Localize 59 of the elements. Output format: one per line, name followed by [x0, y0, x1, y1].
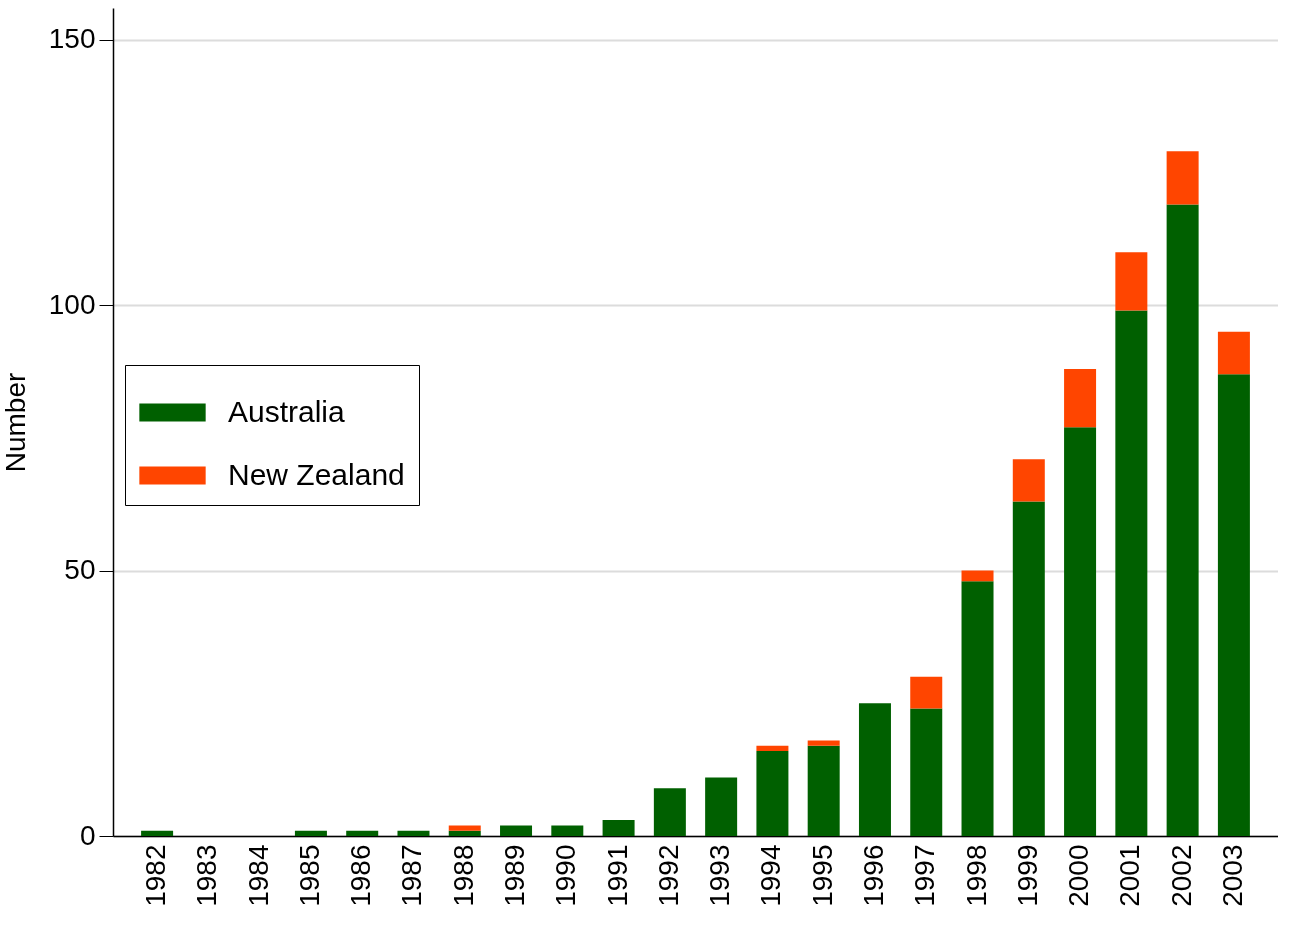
bar: [448, 825, 481, 831]
bar: [1115, 310, 1148, 836]
x-tick-label: 1983: [191, 844, 223, 907]
y-tick-label: 100: [48, 288, 96, 320]
legend-label: Australia: [228, 394, 346, 428]
y-tick-label: 150: [48, 23, 96, 55]
y-tick-label: 0: [79, 819, 96, 851]
bar: [910, 708, 943, 836]
bar: [705, 777, 738, 836]
x-tick-label: 1997: [909, 844, 941, 907]
bar: [602, 820, 635, 836]
x-tick-label: 1994: [755, 844, 787, 907]
bar: [294, 830, 327, 836]
bar: [1166, 151, 1199, 205]
bar: [961, 570, 994, 582]
x-tick-label: 1982: [140, 844, 172, 907]
legend-label: New Zealand: [228, 457, 405, 491]
bar: [1064, 427, 1097, 836]
x-tick-label: 2003: [1216, 844, 1248, 907]
x-tick-label: 2002: [1165, 844, 1197, 907]
x-tick-label: 1995: [806, 844, 838, 907]
bar: [1166, 204, 1199, 836]
x-tick-label: 1999: [1011, 844, 1043, 907]
x-tick-label: 1991: [601, 844, 633, 907]
x-tick-label: 1986: [345, 844, 377, 907]
x-tick-label: 2000: [1063, 844, 1095, 907]
bar: [858, 703, 891, 836]
bar: [1012, 501, 1045, 836]
x-tick-label: 1987: [396, 844, 428, 907]
x-tick-label: 1985: [293, 844, 325, 907]
x-tick-label: 1996: [857, 844, 889, 907]
bar: [961, 581, 994, 836]
x-tick-label: 1990: [550, 844, 582, 907]
bar: [807, 745, 840, 836]
x-tick-label: 1984: [242, 844, 274, 907]
bar: [397, 830, 430, 836]
y-axis-title: Number: [0, 372, 31, 473]
x-tick-label: 1993: [704, 844, 736, 907]
bar: [500, 825, 533, 836]
bar: [653, 788, 686, 836]
bar: [756, 745, 789, 752]
x-tick-label: 1992: [652, 844, 684, 907]
bar: [1012, 459, 1045, 502]
x-tick-label: 1989: [499, 844, 531, 907]
bar: [346, 830, 379, 836]
bar: [448, 830, 481, 836]
x-tick-label: 1998: [960, 844, 992, 907]
bar: [1115, 252, 1148, 311]
x-tick-label: 2001: [1114, 844, 1146, 907]
bar: [141, 830, 174, 836]
y-tick-label: 50: [64, 554, 96, 586]
bar: [910, 676, 943, 709]
bar: [1217, 331, 1250, 375]
bar: [1064, 368, 1097, 428]
x-tick-label: 1988: [447, 844, 479, 907]
bar: [1217, 374, 1250, 836]
bar: [756, 751, 789, 836]
bar: [551, 825, 584, 836]
bar: [807, 740, 840, 746]
